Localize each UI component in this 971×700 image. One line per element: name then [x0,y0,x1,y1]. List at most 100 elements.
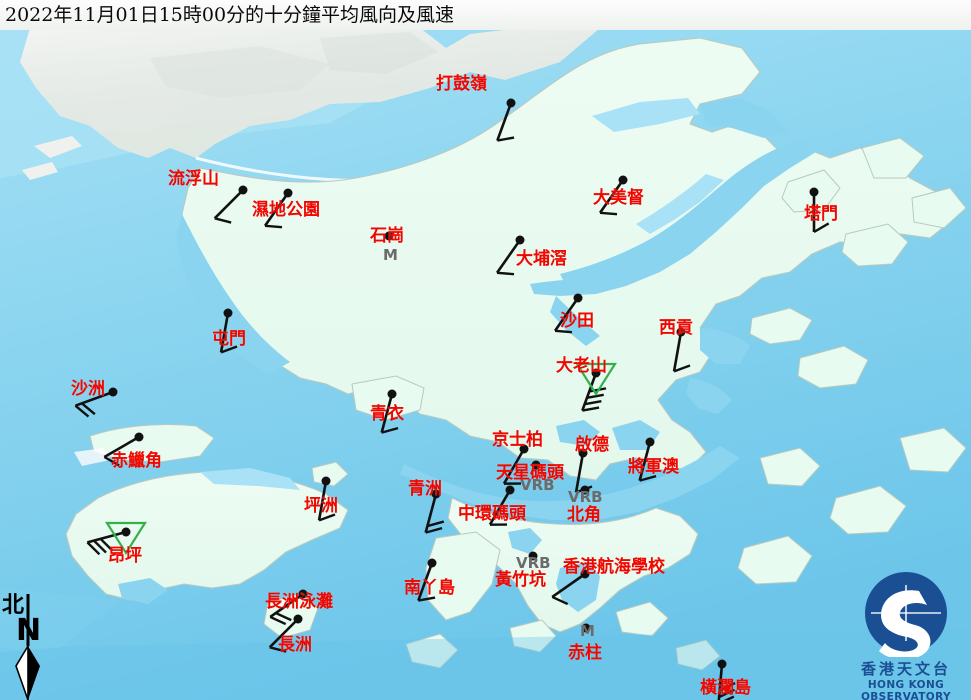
station-dot[interactable] [223,308,233,318]
station-label: 橫瀾島 [700,678,751,698]
station-dot[interactable] [645,437,655,447]
south-island-3 [405,633,459,669]
station-flag: VRB [516,554,551,572]
station-dot[interactable] [387,389,397,399]
compass-needle-svg [15,594,40,700]
station-label: 大埔滘 [516,249,567,269]
station-flag: VRB [568,488,603,506]
station-dot[interactable] [121,527,131,537]
east-island-3 [899,427,967,473]
deep-sea-sw [0,588,120,652]
ne-island [911,187,967,229]
compass-label-cn: 北 [2,592,25,618]
station-label: 長洲泳灘 [265,592,333,612]
po-toi-north [509,619,557,653]
station-dot[interactable] [506,98,516,108]
mainland-urban-texture-2 [70,86,185,132]
hko-logo-text-cn: 香港天文台 [860,660,951,678]
station-dot[interactable] [298,589,308,599]
station-dot[interactable] [578,448,588,458]
station-dot[interactable] [809,187,819,197]
tolo-harbour [560,140,816,294]
station-dot[interactable] [427,558,437,568]
station-dot[interactable] [321,476,331,486]
station-label: 赤鱲角 [111,451,162,471]
station-label: 黃竹坑 [495,570,546,590]
mainland-urban-texture-1 [150,46,330,98]
station-label: 大美督 [593,188,644,208]
sai-kung-island-1 [749,307,813,345]
tolo-harbour-inner [530,279,600,296]
station-label: 赤柱 [568,643,602,663]
station-label: 北角 [567,505,601,525]
map-canvas[interactable]: 打鼓嶺 流浮山 濕地公園 M 石崗 大美督 塔門 大埔滘 沙田 西貢 大老山 屯門 沙洲 赤鱲角 青衣 昂坪坪… [0,28,971,700]
station-dot[interactable] [528,551,538,561]
station-dot[interactable] [581,623,591,633]
islet-nw-2 [22,162,58,180]
station-label: 昂坪 [108,546,142,566]
station-dot[interactable] [519,444,529,454]
station-flag: M [383,246,398,264]
station-flag: M [580,622,595,640]
mainland-urban-texture-3 [320,32,438,74]
islet-nw-1 [34,136,82,158]
station-dot[interactable] [580,569,590,579]
station-dot[interactable] [431,489,441,499]
station-label: 石崗 [370,226,404,246]
station-dot[interactable] [108,387,118,397]
station-dot[interactable] [134,432,144,442]
station-dot[interactable] [384,231,394,241]
ne-shoreline-water [592,98,700,132]
station-dot[interactable] [293,614,303,624]
clearwater-bay-island [759,447,821,487]
station-dot[interactable] [573,293,583,303]
station-dot[interactable] [717,659,727,669]
peng-chau-island [311,461,349,487]
east-island-2 [829,485,907,535]
victoria-harbour [400,446,740,520]
station-label: 大老山 [556,356,607,376]
station-label: 南丫島 [404,578,455,598]
station-dot[interactable] [591,368,601,378]
station-dot[interactable] [505,485,515,495]
tap-mun-island [841,223,909,267]
station-dot[interactable] [676,327,686,337]
station-dot[interactable] [238,185,248,195]
station-label: 塔門 [804,204,838,224]
plover-cove [636,174,724,234]
hko-logo-mark [865,572,947,657]
station-dot[interactable] [531,460,541,470]
lantau-south-inlet [118,578,168,604]
east-island-1 [737,535,813,585]
station-label: 沙田 [560,311,594,331]
station-label: 沙洲 [71,379,105,399]
station-label: 長洲 [278,635,312,655]
south-island-2 [675,639,721,671]
title-bar: 2022年11月01日15時00分的十分鐘平均風向及風速 [0,0,971,30]
starling-inlet [700,98,790,138]
station-label: 屯門 [212,329,246,349]
sai-kung-bay [700,328,750,364]
airport-runway [74,448,110,466]
station-dot[interactable] [515,235,525,245]
station-label: 啟德 [575,435,609,455]
station-label: 青洲 [408,479,442,499]
station-label: 坪洲 [304,496,338,516]
station-label: 打鼓嶺 [436,74,487,94]
station-dot[interactable] [580,485,590,495]
station-flag: VRB [520,476,555,494]
station-dot[interactable] [283,188,293,198]
map-svg [0,28,971,700]
station-label: 天星碼頭 [496,463,564,483]
station-dot[interactable] [618,175,628,185]
port-shelter [686,378,732,414]
west-coast-water [176,214,290,374]
station-label: 西貢 [659,318,693,338]
hko-logo: 香港天文台 HONG KONG OBSERVATORY [841,569,971,700]
station-label: 中環碼頭 [458,504,526,524]
sai-kung-island-2 [797,345,869,389]
aberdeen-channel [508,528,542,554]
station-label: 香港航海學校 [563,557,665,577]
compass-rose: 北 N [2,594,62,700]
